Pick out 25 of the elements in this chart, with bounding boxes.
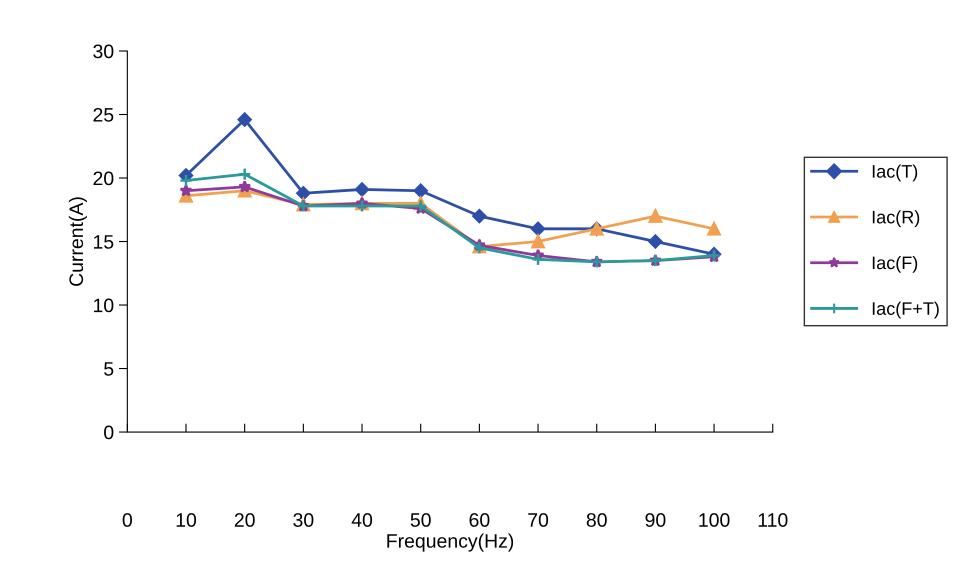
y-tick-label: 5 [104, 362, 114, 376]
x-tick-label: 100 [699, 513, 730, 527]
y-tick-label: 25 [93, 108, 114, 122]
x-tick-label: 20 [234, 513, 255, 527]
x-tick-label: 60 [470, 513, 490, 527]
x-tick-label: 90 [645, 513, 666, 527]
legend-label: Iac(F+T) [872, 302, 939, 319]
x-tick-label: 110 [758, 513, 788, 527]
x-tick-label: 30 [293, 513, 314, 527]
y-axis-title: Current(A) [68, 197, 87, 286]
y-tick-label: 20 [93, 171, 114, 186]
x-axis-title: Frequency(Hz) [387, 534, 514, 552]
legend-label: Iac(R) [872, 210, 920, 228]
x-tick-label: 40 [352, 513, 372, 527]
legend-label: Iac(F) [872, 256, 918, 273]
x-tick-label: 70 [528, 513, 548, 527]
x-tick-label: 50 [410, 513, 431, 527]
y-tick-label: 0 [104, 426, 114, 440]
y-tick-label: 30 [93, 44, 114, 58]
y-tick-label: 15 [94, 235, 114, 249]
y-tick-label: 10 [94, 298, 114, 312]
x-tick-label: 10 [176, 513, 196, 527]
x-tick-label: 0 [122, 513, 132, 527]
legend-label: Iac(T) [872, 164, 918, 182]
x-tick-label: 80 [586, 513, 607, 527]
